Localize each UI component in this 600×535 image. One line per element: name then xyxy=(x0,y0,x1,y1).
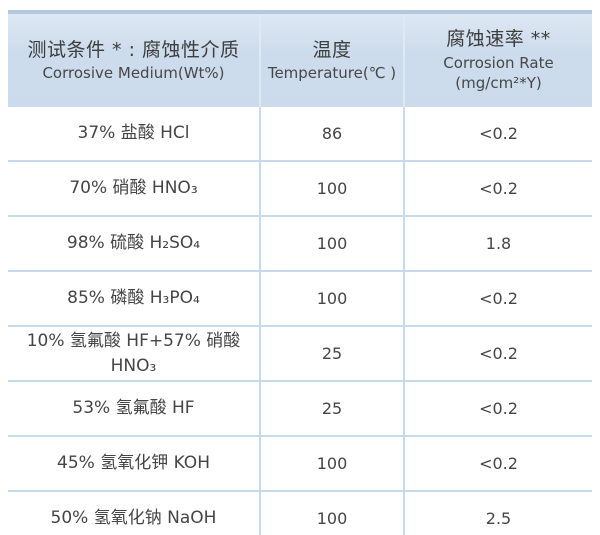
table-row: 98% 硫酸 H₂SO₄ 100 1.8 xyxy=(8,215,592,271)
cell-rate: <0.2 xyxy=(403,324,592,382)
cell-temperature: 100 xyxy=(259,490,404,535)
cell-temperature: 25 xyxy=(259,324,404,382)
header-temperature-en: Temperature(℃ ) xyxy=(267,64,397,83)
table-row: 85% 磷酸 H₃PO₄ 100 <0.2 xyxy=(8,270,592,326)
cell-temperature: 100 xyxy=(259,160,404,216)
cell-medium: 10% 氢氟酸 HF+57% 硝酸 HNO₃ xyxy=(8,324,260,382)
cell-rate: <0.2 xyxy=(403,107,592,161)
cell-medium: 98% 硫酸 H₂SO₄ xyxy=(8,215,260,271)
cell-medium: 53% 氢氟酸 HF xyxy=(8,380,260,437)
cell-temperature: 100 xyxy=(259,435,404,492)
header-temperature-zh: 温度 xyxy=(312,38,352,61)
cell-rate: 2.5 xyxy=(403,490,592,535)
cell-temperature: 100 xyxy=(259,215,404,271)
table-row: 10% 氢氟酸 HF+57% 硝酸 HNO₃ 25 <0.2 xyxy=(8,324,592,382)
cell-rate: <0.2 xyxy=(403,160,592,216)
cell-medium: 45% 氢氧化钾 KOH xyxy=(8,435,260,492)
cell-medium: 70% 硝酸 HNO₃ xyxy=(8,160,260,216)
header-rate-en: Corrosion Rate xyxy=(443,54,554,73)
table-row: 50% 氢氧化钠 NaOH 100 2.5 xyxy=(8,490,592,535)
header-medium-zh: 测试条件 * : 腐蚀性介质 xyxy=(27,38,240,61)
header-row: 测试条件 * : 腐蚀性介质 Corrosive Medium(Wt%) 温度 … xyxy=(8,12,592,107)
cell-rate: 1.8 xyxy=(403,215,592,271)
column-header-corrosion-rate: 腐蚀速率 ** Corrosion Rate (mg/cm²*Y) xyxy=(403,12,592,107)
table-body: 37% 盐酸 HCl 86 <0.2 70% 硝酸 HNO₃ 100 <0.2 … xyxy=(8,107,592,535)
corrosion-resistance-table: 测试条件 * : 腐蚀性介质 Corrosive Medium(Wt%) 温度 … xyxy=(8,10,592,535)
cell-medium: 85% 磷酸 H₃PO₄ xyxy=(8,270,260,326)
table-row: 70% 硝酸 HNO₃ 100 <0.2 xyxy=(8,160,592,216)
table-row: 45% 氢氧化钾 KOH 100 <0.2 xyxy=(8,435,592,492)
cell-temperature: 100 xyxy=(259,270,404,326)
table-row: 53% 氢氟酸 HF 25 <0.2 xyxy=(8,380,592,437)
cell-temperature: 25 xyxy=(259,380,404,437)
cell-rate: <0.2 xyxy=(403,435,592,492)
cell-rate: <0.2 xyxy=(403,380,592,437)
header-medium-en: Corrosive Medium(Wt%) xyxy=(42,64,225,83)
column-header-temperature: 温度 Temperature(℃ ) xyxy=(259,12,404,107)
cell-medium: 50% 氢氧化钠 NaOH xyxy=(8,490,260,535)
table-header: 测试条件 * : 腐蚀性介质 Corrosive Medium(Wt%) 温度 … xyxy=(8,12,592,107)
header-rate-zh: 腐蚀速率 ** xyxy=(446,28,551,51)
header-rate-unit: (mg/cm²*Y) xyxy=(455,74,542,93)
column-header-corrosive-medium: 测试条件 * : 腐蚀性介质 Corrosive Medium(Wt%) xyxy=(8,12,260,107)
table-row: 37% 盐酸 HCl 86 <0.2 xyxy=(8,107,592,161)
cell-medium: 37% 盐酸 HCl xyxy=(8,107,260,161)
cell-temperature: 86 xyxy=(259,107,404,161)
cell-rate: <0.2 xyxy=(403,270,592,326)
